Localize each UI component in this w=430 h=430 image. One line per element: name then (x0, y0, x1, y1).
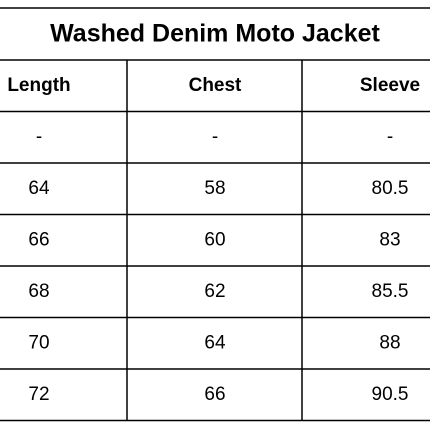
cell: 72 (28, 384, 49, 405)
cell: 90.5 (372, 384, 409, 405)
cell: - (387, 126, 393, 147)
column-header: Length (7, 75, 70, 96)
cell: 70 (28, 332, 49, 353)
cell: 68 (28, 281, 49, 302)
cell: - (36, 126, 42, 147)
cell: 64 (28, 178, 50, 199)
column-header: Chest (189, 75, 242, 96)
chart-title: Washed Denim Moto Jacket (50, 20, 380, 48)
cell: - (212, 126, 218, 147)
cell: 83 (379, 229, 400, 250)
cell: 66 (28, 229, 49, 250)
cell: 85.5 (372, 281, 409, 302)
cell: 60 (204, 229, 225, 250)
cell: 58 (204, 178, 225, 199)
cell: 64 (204, 332, 226, 353)
cell: 66 (204, 384, 225, 405)
cell: 80.5 (372, 178, 409, 199)
cell: 62 (204, 281, 225, 302)
column-header: Sleeve (360, 75, 420, 96)
cell: 88 (379, 332, 400, 353)
